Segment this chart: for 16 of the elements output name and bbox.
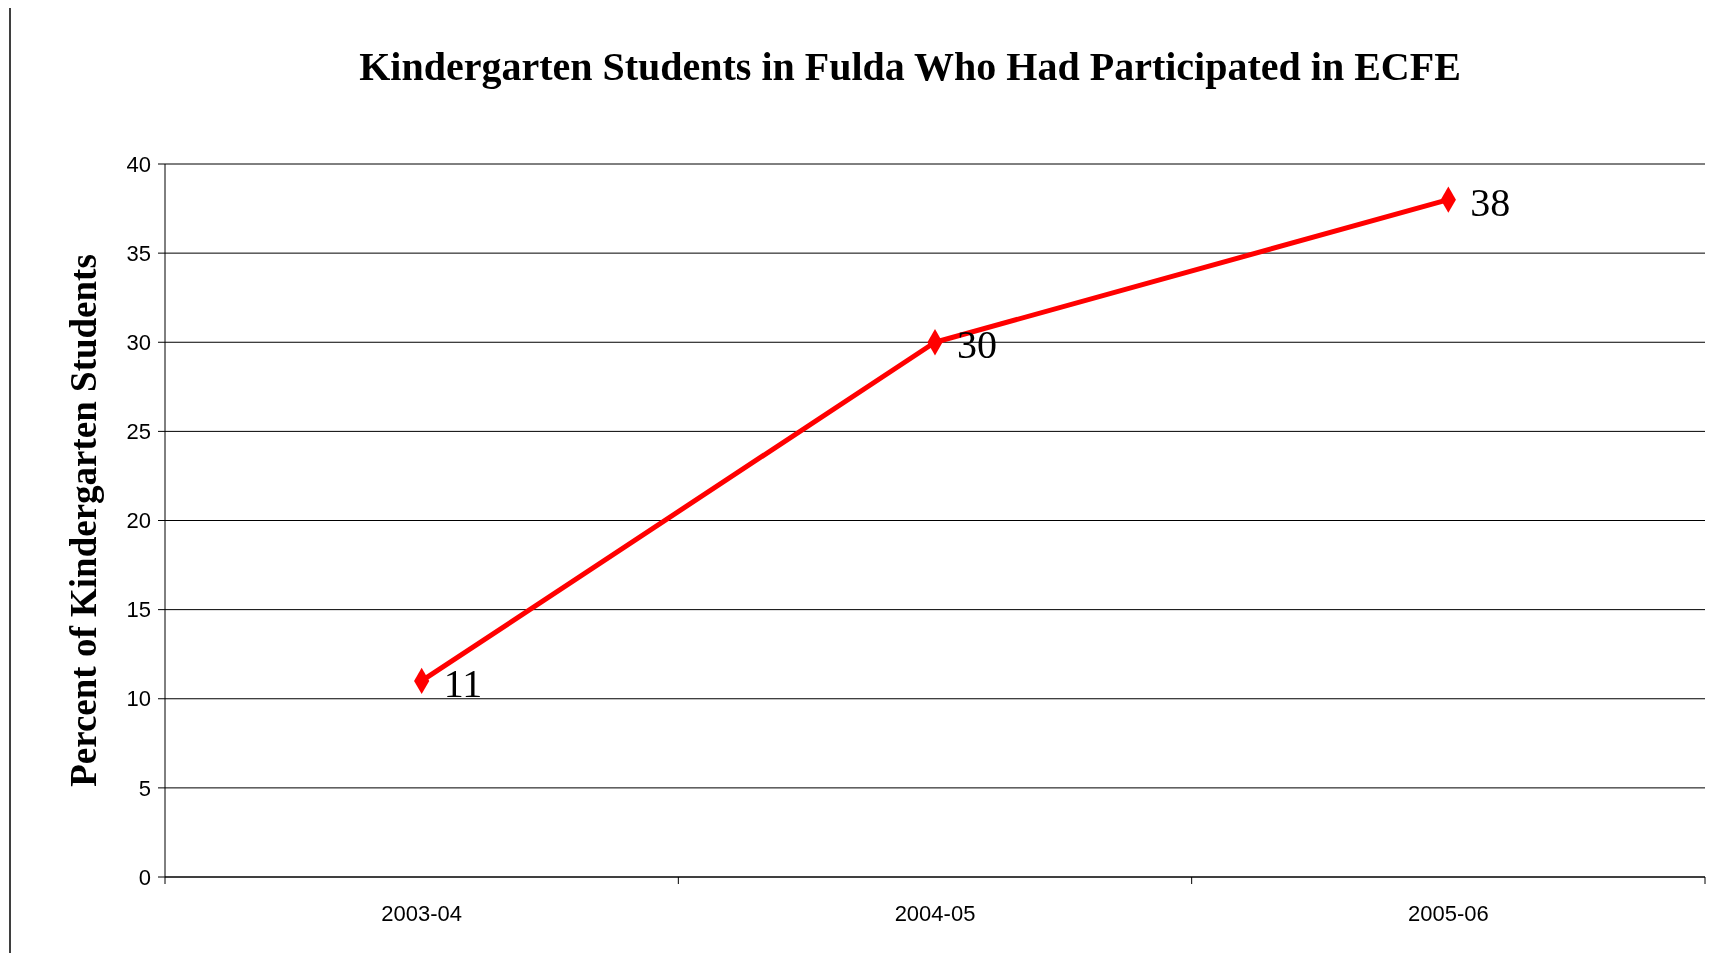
- y-axis-title: Percent of Kindergarten Students: [63, 254, 104, 787]
- y-tick-label: 10: [126, 686, 151, 712]
- y-tick-label: 15: [126, 597, 151, 623]
- y-tick-label: 5: [138, 775, 151, 801]
- chart-title: Kindergarten Students in Fulda Who Had Participated in ECFE: [359, 44, 1461, 89]
- data-label: 11: [443, 660, 483, 706]
- x-tick-label: 2005-06: [1407, 901, 1489, 926]
- data-label: 38: [1470, 179, 1511, 225]
- x-tick-label: 2004-05: [894, 901, 976, 926]
- y-tick-label: 0: [138, 864, 151, 890]
- y-tick-label: 20: [126, 508, 151, 534]
- y-tick-label: 35: [126, 240, 151, 266]
- y-tick-label: 25: [126, 419, 151, 445]
- y-tick-label: 30: [126, 329, 151, 355]
- y-tick-label: 40: [126, 151, 151, 177]
- x-tick-label: 2003-04: [381, 901, 463, 926]
